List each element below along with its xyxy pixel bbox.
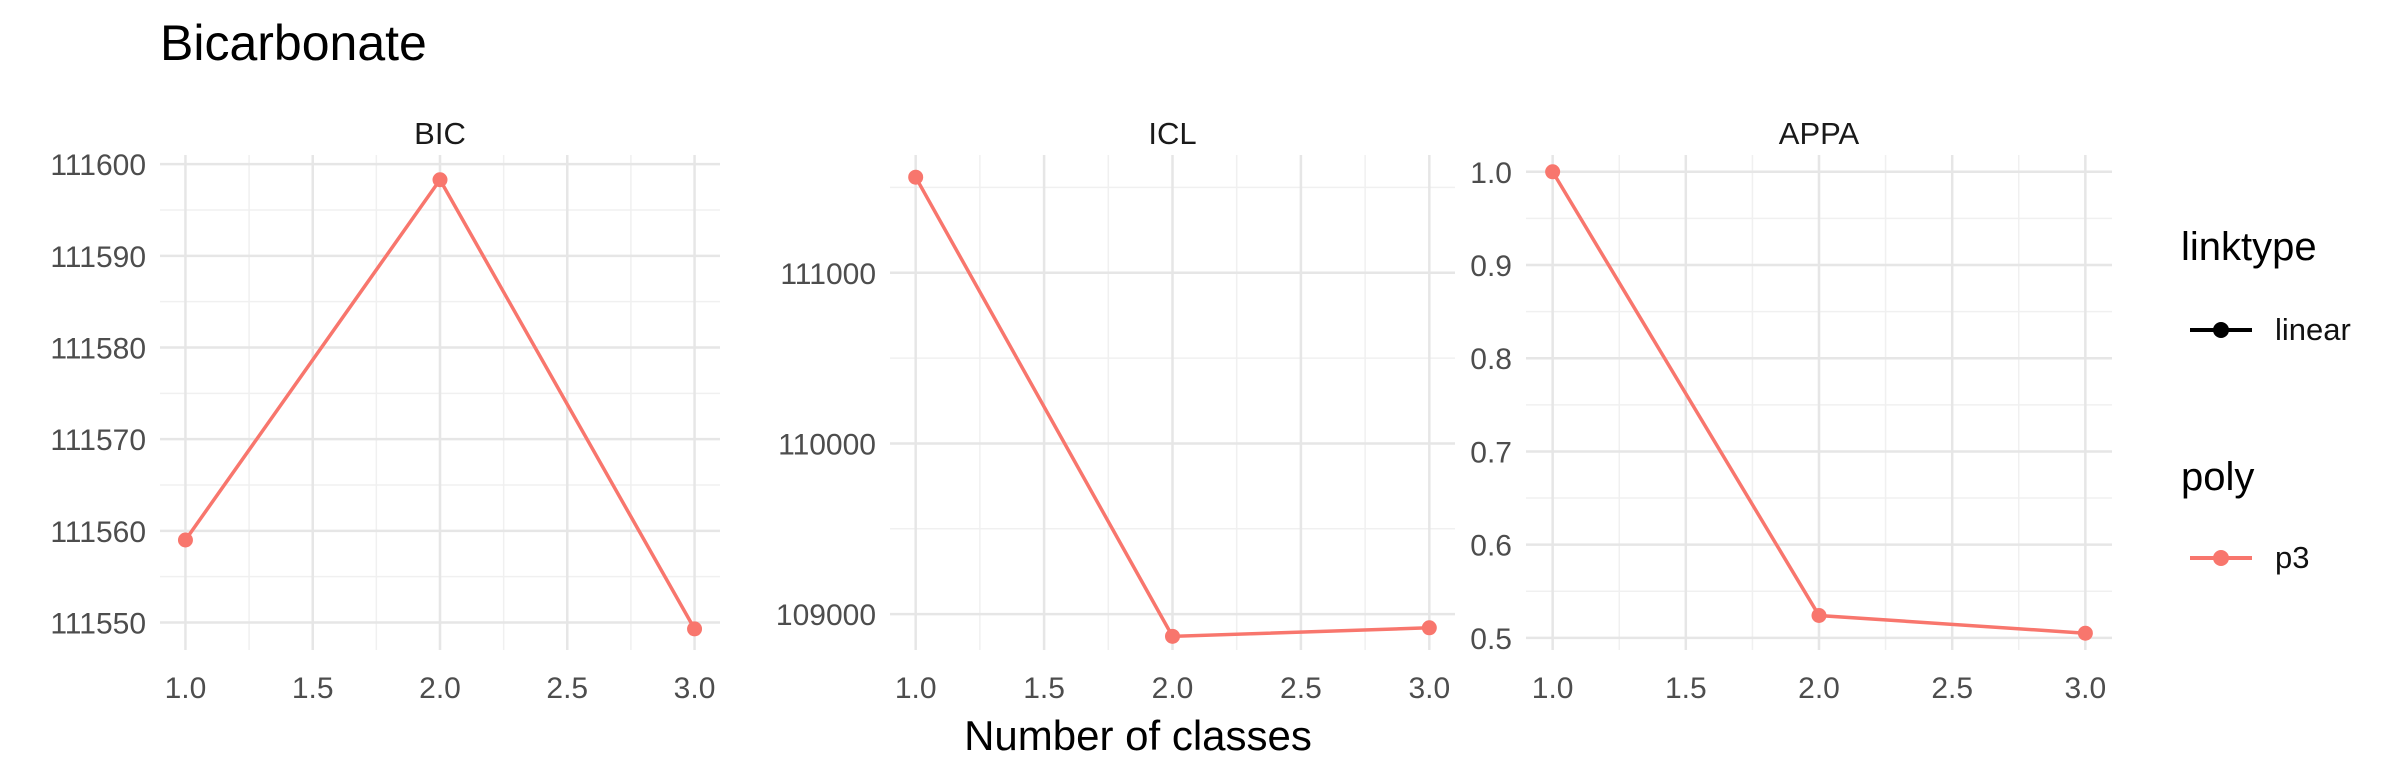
bic-x-tick-label: 3.0 <box>674 672 716 705</box>
appa-y-tick-label: 0.5 <box>1470 623 1512 656</box>
icl-data-point <box>1165 628 1180 644</box>
bic-y-tick-label: 111590 <box>50 241 146 274</box>
legend-key-p3 <box>2190 550 2252 566</box>
bic-data-point <box>177 532 193 548</box>
icl-data-point <box>1421 620 1437 636</box>
icl-y-tick-label: 111000 <box>780 258 876 291</box>
icl-y-tick-label: 110000 <box>778 428 876 461</box>
bic-y-tick-label: 111550 <box>50 608 146 641</box>
bic-data-point <box>687 621 703 637</box>
appa-y-tick-label: 0.8 <box>1470 343 1512 376</box>
appa-x-tick-label: 3.0 <box>2065 672 2107 705</box>
icl-x-tick-label: 2.0 <box>1152 672 1194 705</box>
bic-x-tick-label: 2.5 <box>546 672 588 705</box>
appa-x-tick-label: 2.5 <box>1931 672 1973 705</box>
icl-x-tick-label: 1.0 <box>895 672 937 705</box>
bic-y-tick-label: 111570 <box>50 424 146 457</box>
icl-x-tick-label: 3.0 <box>1408 672 1450 705</box>
bic-x-tick-label: 2.0 <box>419 672 461 705</box>
icl-data-point <box>908 169 924 185</box>
appa-y-tick-label: 0.7 <box>1470 436 1512 469</box>
legend-key-linear <box>2190 322 2252 338</box>
icl-x-tick-label: 1.5 <box>1023 672 1065 705</box>
bic-facet-label: BIC <box>414 116 466 151</box>
appa-x-tick-label: 1.0 <box>1532 672 1574 705</box>
bic-y-tick-label: 111600 <box>50 149 146 182</box>
icl-x-tick-label: 2.5 <box>1280 672 1322 705</box>
legend-title-poly: poly <box>2181 455 2255 499</box>
legend-label-p3: p3 <box>2275 540 2310 575</box>
appa-x-tick-label: 2.0 <box>1798 672 1840 705</box>
appa-data-point <box>1811 608 1827 624</box>
appa-facet-label: APPA <box>1779 116 1860 151</box>
bic-x-tick-label: 1.5 <box>292 672 334 705</box>
appa-x-tick-label: 1.5 <box>1665 672 1707 705</box>
appa-y-tick-label: 0.9 <box>1470 250 1512 283</box>
icl-y-tick-label: 109000 <box>776 599 876 632</box>
appa-data-point <box>2077 625 2093 641</box>
legend-label-linear: linear <box>2275 312 2351 347</box>
bic-x-tick-label: 1.0 <box>165 672 207 705</box>
bic-data-point <box>432 172 448 188</box>
appa-y-tick-label: 1.0 <box>1470 157 1512 190</box>
x-axis-label: Number of classes <box>964 712 1312 759</box>
icl-facet-label: ICL <box>1148 116 1196 151</box>
appa-data-point <box>1545 164 1561 180</box>
bic-y-tick-label: 111560 <box>50 516 146 549</box>
bic-y-tick-label: 111580 <box>50 333 146 366</box>
chart-title: Bicarbonate <box>160 15 427 71</box>
appa-y-tick-label: 0.6 <box>1470 530 1512 563</box>
legend-title-linktype: linktype <box>2181 225 2317 269</box>
